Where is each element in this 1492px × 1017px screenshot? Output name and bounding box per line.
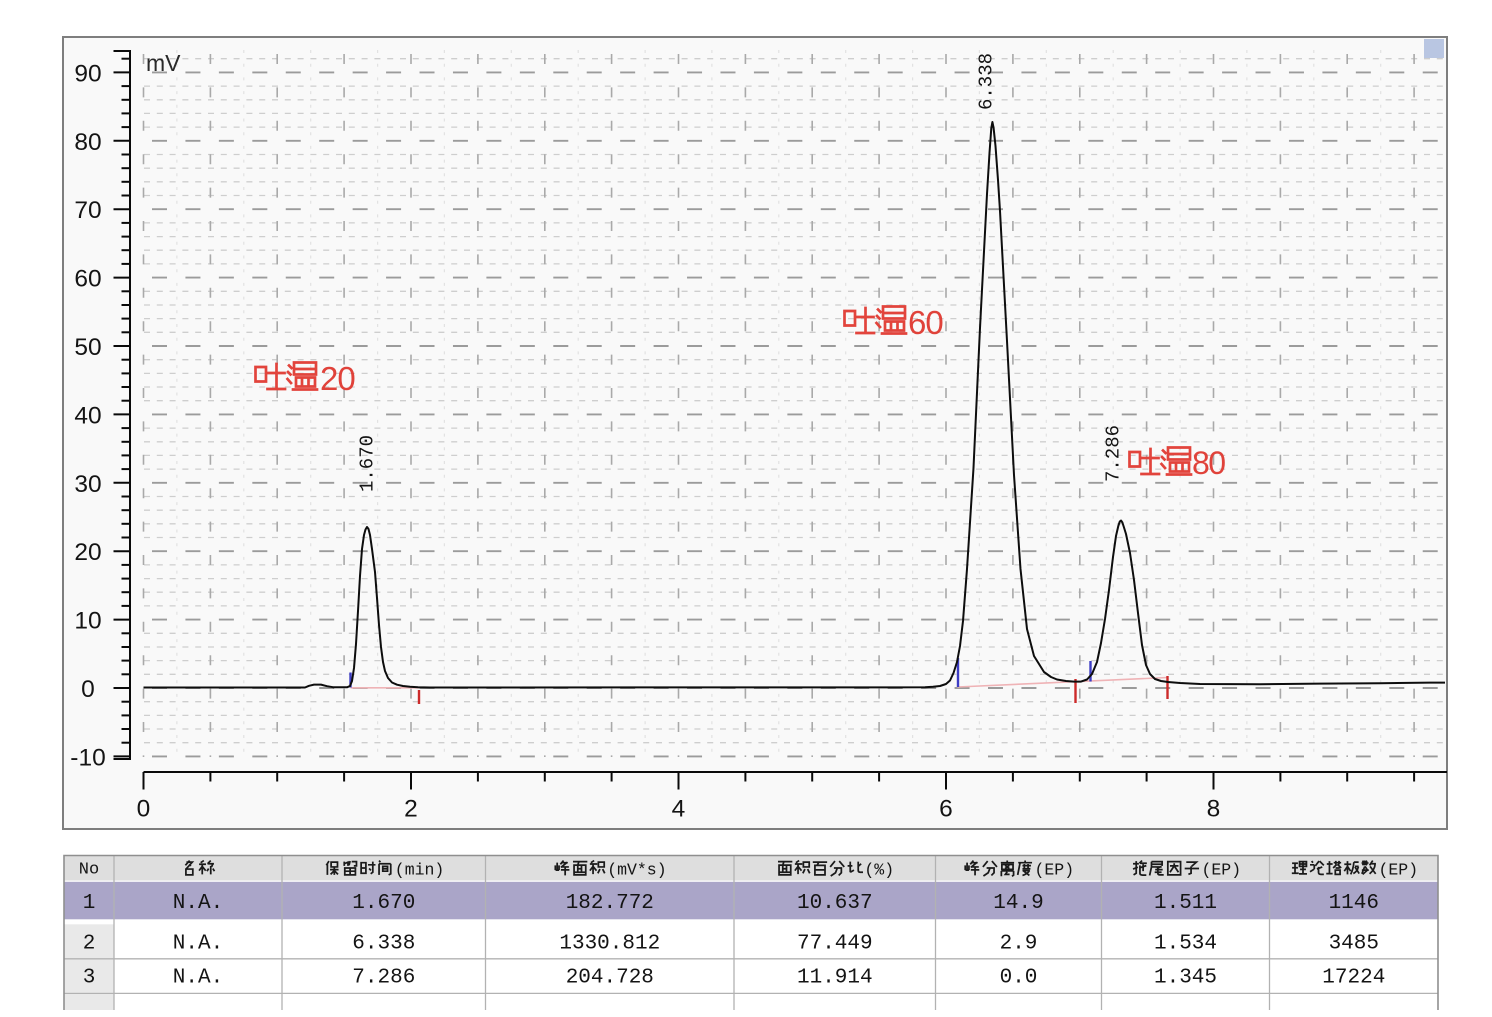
svg-text:80: 80 [74, 129, 101, 156]
svg-text:N.A.: N.A. [173, 967, 223, 990]
svg-text:6: 6 [939, 796, 953, 823]
svg-text:mV: mV [146, 50, 181, 76]
svg-text:17224: 17224 [1322, 967, 1385, 990]
svg-text:(EP): (EP) [1379, 860, 1419, 879]
svg-text:(%): (%) [864, 860, 894, 879]
svg-text:0: 0 [81, 676, 95, 703]
svg-text:-10: -10 [70, 744, 105, 771]
svg-text:6.338: 6.338 [976, 53, 998, 110]
svg-text:10.637: 10.637 [797, 892, 873, 915]
svg-text:90: 90 [74, 60, 101, 87]
svg-text:0.0: 0.0 [1000, 967, 1038, 990]
svg-text:2: 2 [404, 796, 418, 823]
svg-text:3485: 3485 [1329, 932, 1379, 955]
svg-text:77.449: 77.449 [797, 932, 873, 955]
svg-text:7.286: 7.286 [1103, 425, 1125, 482]
svg-text:20: 20 [320, 360, 355, 397]
svg-text:10: 10 [74, 608, 101, 635]
svg-text:1146: 1146 [1329, 892, 1379, 915]
svg-text:(EP): (EP) [1202, 860, 1242, 879]
svg-text:1.670: 1.670 [357, 435, 379, 492]
svg-text:50: 50 [74, 334, 101, 361]
svg-text:3: 3 [83, 967, 96, 990]
svg-text:8: 8 [1207, 796, 1221, 823]
svg-text:4: 4 [672, 796, 686, 823]
svg-text:No: No [79, 861, 99, 880]
svg-text:(min): (min) [395, 860, 445, 879]
svg-text:2.9: 2.9 [1000, 932, 1038, 955]
svg-text:(mV*s): (mV*s) [607, 860, 666, 879]
svg-text:11.914: 11.914 [797, 967, 873, 990]
svg-text:1.534: 1.534 [1154, 932, 1217, 955]
svg-text:N.A.: N.A. [173, 892, 223, 915]
svg-text:14.9: 14.9 [993, 892, 1043, 915]
svg-text:70: 70 [74, 197, 101, 224]
svg-text:30: 30 [74, 471, 101, 498]
svg-text:204.728: 204.728 [566, 967, 654, 990]
svg-text:20: 20 [74, 539, 101, 566]
svg-text:(EP): (EP) [1035, 860, 1075, 879]
svg-text:6.338: 6.338 [352, 932, 415, 955]
svg-text:1.511: 1.511 [1154, 892, 1217, 915]
svg-text:60: 60 [74, 266, 101, 293]
svg-text:0: 0 [137, 796, 151, 823]
svg-text:1.345: 1.345 [1154, 967, 1217, 990]
svg-text:182.772: 182.772 [566, 892, 654, 915]
svg-text:60: 60 [908, 304, 943, 341]
svg-text:40: 40 [74, 402, 101, 429]
svg-text:2: 2 [83, 932, 96, 955]
svg-text:1330.812: 1330.812 [559, 932, 660, 955]
svg-text:1: 1 [83, 892, 96, 915]
svg-text:80: 80 [1192, 445, 1225, 481]
svg-text:7.286: 7.286 [352, 967, 415, 990]
svg-text:N.A.: N.A. [173, 932, 223, 955]
svg-text:1.670: 1.670 [352, 892, 415, 915]
